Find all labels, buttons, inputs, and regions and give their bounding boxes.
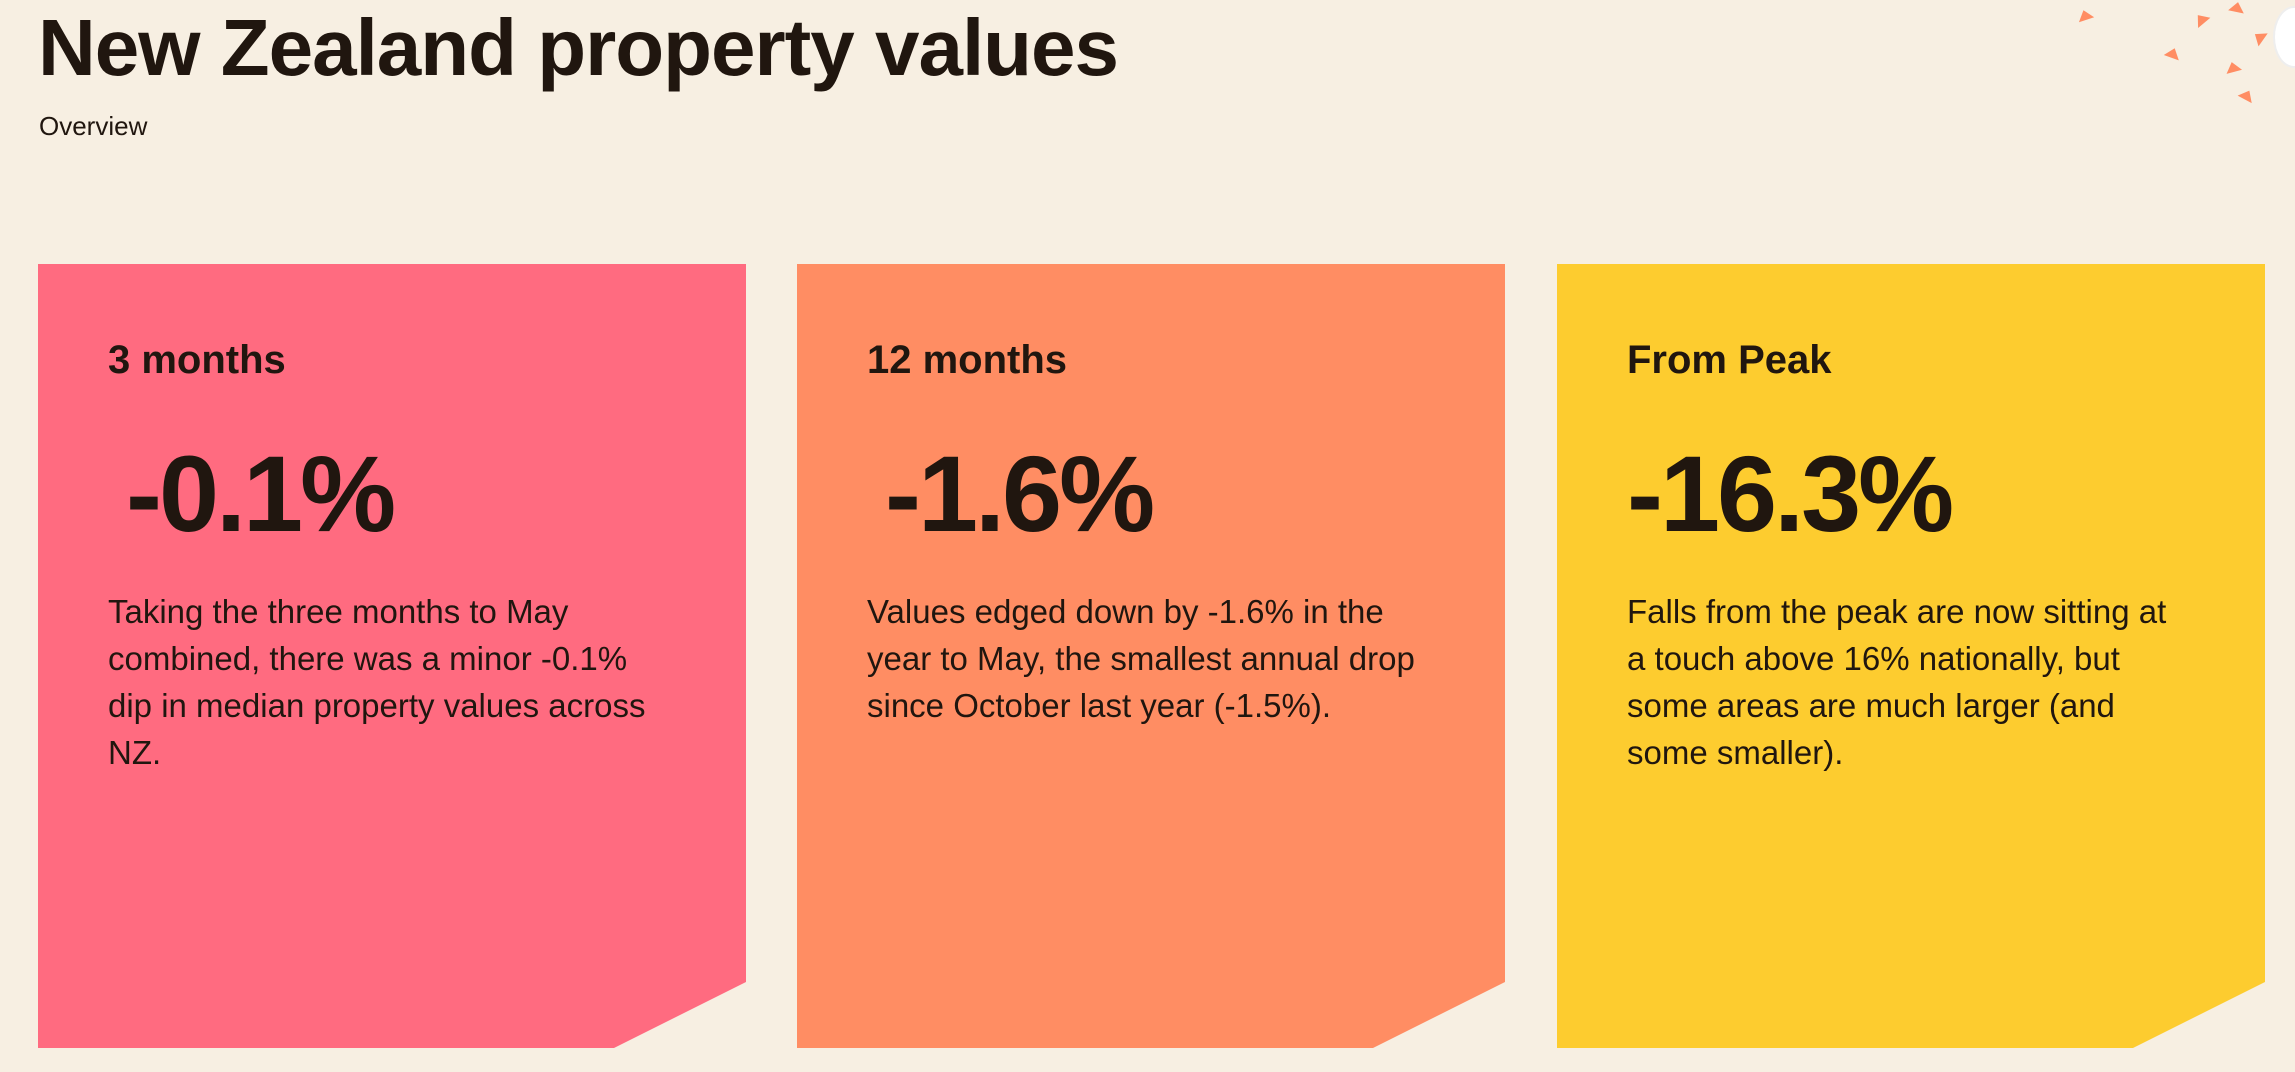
confetti-decoration <box>2055 0 2295 120</box>
stat-card-from-peak: From Peak -16.3% Falls from the peak are… <box>1557 264 2265 1048</box>
card-value: -0.1% <box>126 433 396 554</box>
card-value: -16.3% <box>1627 433 1954 554</box>
card-description: Falls from the peak are now sitting at a… <box>1627 593 2167 771</box>
corner-badge[interactable] <box>2275 8 2295 66</box>
card-value: -1.6% <box>885 433 1155 554</box>
stat-card-3-months: 3 months -0.1% Taking the three months t… <box>38 264 746 1048</box>
card-period: 3 months <box>108 338 286 382</box>
card-description: Values edged down by -1.6% in the year t… <box>867 593 1415 724</box>
stat-card-12-months: 12 months -1.6% Values edged down by -1.… <box>797 264 1505 1048</box>
card-period: From Peak <box>1627 338 1832 382</box>
card-period: 12 months <box>867 338 1068 382</box>
page-subtitle: Overview <box>39 111 148 141</box>
card-description: Taking the three months to May combined,… <box>108 593 646 771</box>
page-title: New Zealand property values <box>38 3 1119 92</box>
